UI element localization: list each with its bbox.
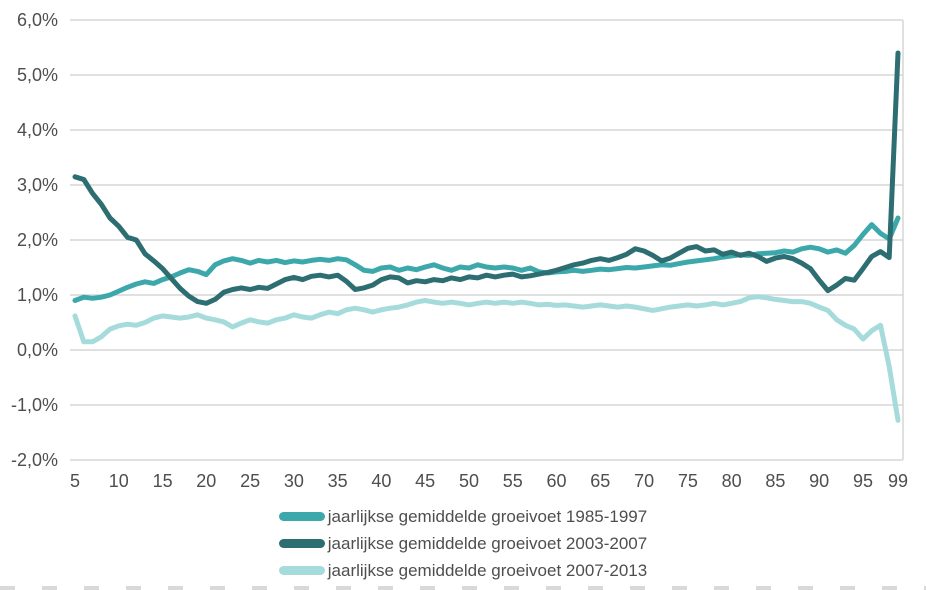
x-axis-tick-label: 5: [70, 471, 80, 491]
x-axis-tick-label: 10: [109, 471, 129, 491]
y-axis-tick-label: 6,0%: [17, 10, 58, 30]
y-axis-tick-label: 3,0%: [17, 175, 58, 195]
x-axis-tick-label: 90: [809, 471, 829, 491]
x-axis-tick-label: 65: [590, 471, 610, 491]
legend: jaarlijkse gemiddelde groeivoet 1985-199…: [0, 503, 926, 584]
legend-item-2003-2007: jaarlijkse gemiddelde groeivoet 2003-200…: [278, 530, 648, 557]
legend-label-2007-2013: jaarlijkse gemiddelde groeivoet 2007-201…: [327, 560, 648, 580]
legend-item-1985-1997: jaarlijkse gemiddelde groeivoet 1985-199…: [278, 503, 648, 530]
legend-swatch-2007-2013-icon: [278, 566, 325, 575]
series-line-1985-1997: [72, 215, 901, 303]
x-axis-tick-label: 95: [853, 471, 873, 491]
legend-item-2007-2013: jaarlijkse gemiddelde groeivoet 2007-201…: [278, 557, 648, 584]
x-axis-tick-label: 99: [888, 471, 908, 491]
legend-label-2003-2007: jaarlijkse gemiddelde groeivoet 2003-200…: [327, 533, 648, 553]
y-axis-tick-label: -2,0%: [11, 450, 58, 470]
series-line-2007-2013: [72, 294, 901, 423]
x-axis-tick-label: 40: [371, 471, 391, 491]
x-axis-tick-label: 35: [328, 471, 348, 491]
x-axis-tick-label: 45: [415, 471, 435, 491]
x-axis-tick-label: 15: [153, 471, 173, 491]
legend-swatch-1985-1997-icon: [278, 512, 325, 521]
x-axis-tick-label: 60: [546, 471, 566, 491]
series-line-2003-2007: [72, 50, 901, 306]
x-axis-tick-label: 85: [765, 471, 785, 491]
x-axis-tick-label: 80: [722, 471, 742, 491]
x-axis-tick-label: 75: [678, 471, 698, 491]
x-axis-tick-label: 30: [284, 471, 304, 491]
y-axis-tick-label: 2,0%: [17, 230, 58, 250]
y-axis-tick-label: -1,0%: [11, 395, 58, 415]
clipped-caption-fragment: [0, 586, 926, 590]
plot-area: 6,0% 5,0% 4,0% 3,0% 2,0% 1,0% 0,0% -1,0% -2,0% 5 1…: [11, 10, 908, 491]
x-axis-tick-label: 55: [503, 471, 523, 491]
x-axis-tick-label: 20: [196, 471, 216, 491]
x-axis-tick-label: 25: [240, 471, 260, 491]
x-axis-tick-label: 70: [634, 471, 654, 491]
y-axis-tick-label: 5,0%: [17, 65, 58, 85]
legend-label-1985-1997: jaarlijkse gemiddelde groeivoet 1985-199…: [327, 506, 648, 526]
x-axis-tick-label: 50: [459, 471, 479, 491]
y-axis-tick-label: 0,0%: [17, 340, 58, 360]
legend-swatch-2003-2007-icon: [278, 539, 325, 548]
y-axis-tick-label: 4,0%: [17, 120, 58, 140]
y-axis-tick-label: 1,0%: [17, 285, 58, 305]
